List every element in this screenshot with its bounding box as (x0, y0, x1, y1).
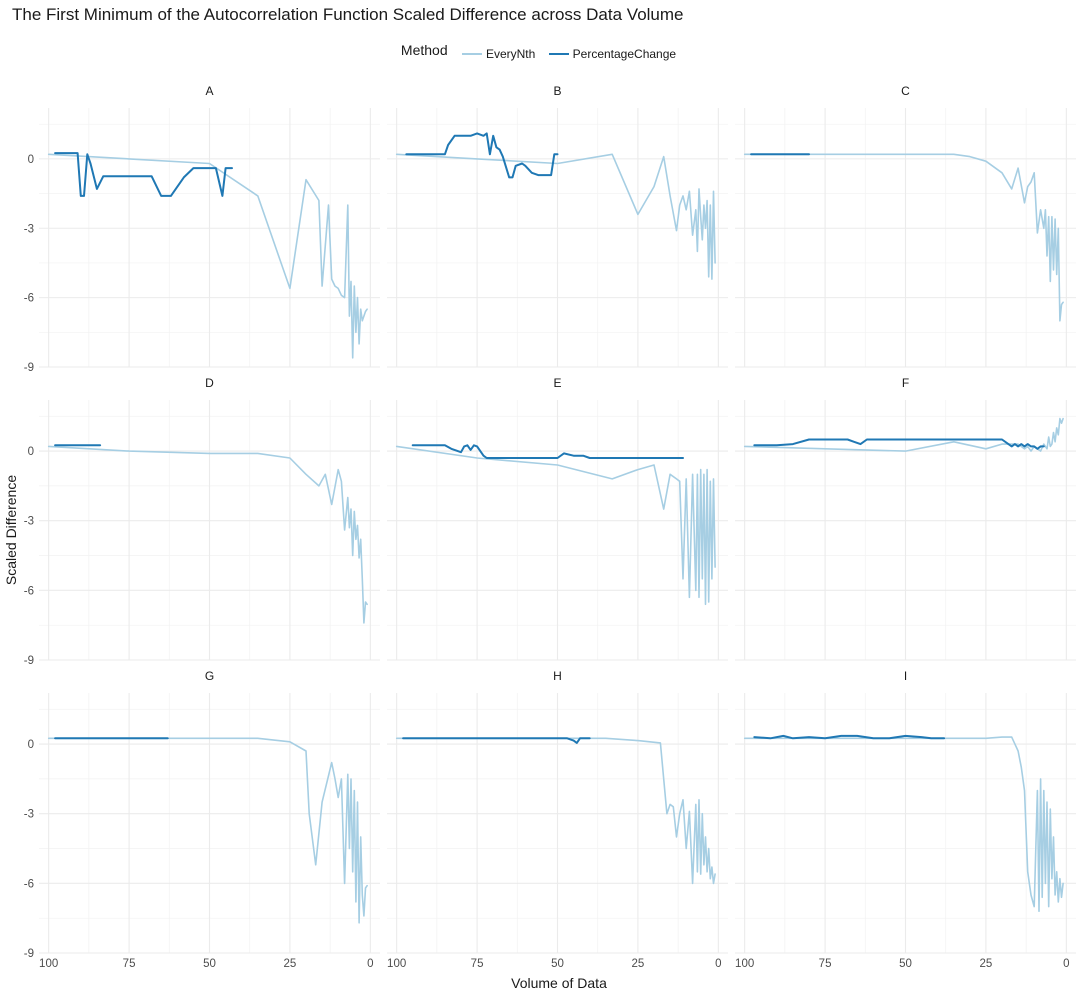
facet-label-c: C (901, 84, 910, 98)
x-tick-label: 100 (735, 958, 754, 970)
y-tick-label: -9 (24, 362, 34, 374)
legend-label-percentagechange: PercentageChange (572, 47, 677, 61)
facet-panel-g: G 0 -3 -6 -9 100 75 50 25 0 (24, 669, 380, 970)
legend: Method EveryNth PercentageChange (0, 42, 1082, 61)
legend-key-everynth (461, 53, 482, 55)
x-axis-title: Volume of Data (511, 975, 607, 991)
series-line-percentagechange-b (405, 132, 559, 179)
y-tick-label: 0 (28, 739, 34, 751)
series-line-everynth-a (47, 153, 368, 359)
facet-label-e: E (553, 376, 561, 390)
facet-panel-c: C (735, 84, 1076, 368)
y-axis-title: Scaled Difference (3, 475, 19, 585)
series-line-percentagechange-a (54, 152, 233, 197)
legend-entry-everynth: EveryNth (461, 47, 536, 61)
chart-title: The First Minimum of the Autocorrelation… (12, 5, 684, 24)
facet-label-b: B (553, 84, 561, 98)
facet-label-g: G (205, 669, 214, 683)
facet-label-f: F (902, 376, 909, 390)
x-tick-label: 25 (284, 958, 297, 970)
facet-label-i: I (904, 669, 907, 683)
legend-key-percentagechange (548, 53, 569, 55)
x-tick-label: 0 (1063, 958, 1069, 970)
series-line-everynth-f (743, 417, 1064, 452)
facet-panel-d: D 0 -3 -6 -9 (24, 376, 380, 667)
series-line-everynth-g (47, 737, 368, 924)
legend-title: Method (400, 42, 448, 58)
x-tick-label: 50 (899, 958, 912, 970)
series-line-everynth-e (395, 445, 716, 606)
y-tick-label: -3 (24, 516, 34, 528)
series-line-percentagechange-f (753, 438, 1045, 450)
x-tick-label: 75 (819, 958, 832, 970)
y-tick-label: -9 (24, 655, 34, 667)
y-tick-label: -6 (24, 293, 34, 305)
y-tick-label: -3 (24, 809, 34, 821)
y-tick-label: 0 (28, 154, 34, 166)
y-tick-label: -9 (24, 948, 34, 960)
x-tick-label: 100 (39, 958, 58, 970)
facet-panel-i: I 100 75 50 25 0 (735, 669, 1076, 970)
series-line-everynth-h (395, 737, 716, 885)
series-line-everynth-c (743, 153, 1064, 322)
facet-label-a: A (205, 84, 213, 98)
series-line-percentagechange-h (402, 737, 591, 744)
facet-panel-e: E (387, 376, 728, 661)
series-line-everynth-d (47, 445, 368, 624)
y-tick-label: 0 (28, 446, 34, 458)
x-tick-label: 25 (632, 958, 645, 970)
facet-panel-a: A 0 -3 -6 -9 (24, 84, 380, 374)
x-tick-label: 100 (387, 958, 406, 970)
facet-panel-b: B (387, 84, 728, 368)
facet-panel-f: F (735, 376, 1076, 661)
facet-label-d: D (205, 376, 214, 390)
x-tick-label: 50 (203, 958, 216, 970)
y-tick-label: -3 (24, 223, 34, 235)
series-line-everynth-b (395, 153, 716, 280)
x-tick-label: 50 (551, 958, 564, 970)
facet-label-h: H (553, 669, 562, 683)
legend-label-everynth: EveryNth (485, 47, 536, 61)
x-tick-label: 0 (367, 958, 373, 970)
legend-entry-percentagechange: PercentageChange (548, 47, 677, 61)
x-tick-label: 0 (715, 958, 721, 970)
series-line-percentagechange-i (753, 734, 946, 740)
x-tick-label: 75 (123, 958, 136, 970)
series-line-percentagechange-e (411, 444, 684, 459)
series-line-everynth-i (743, 736, 1064, 913)
x-tick-label: 25 (980, 958, 993, 970)
y-tick-label: -6 (24, 585, 34, 597)
y-tick-label: -6 (24, 878, 34, 890)
facet-panel-h: H 100 75 50 25 0 (387, 669, 728, 970)
x-tick-label: 75 (471, 958, 484, 970)
